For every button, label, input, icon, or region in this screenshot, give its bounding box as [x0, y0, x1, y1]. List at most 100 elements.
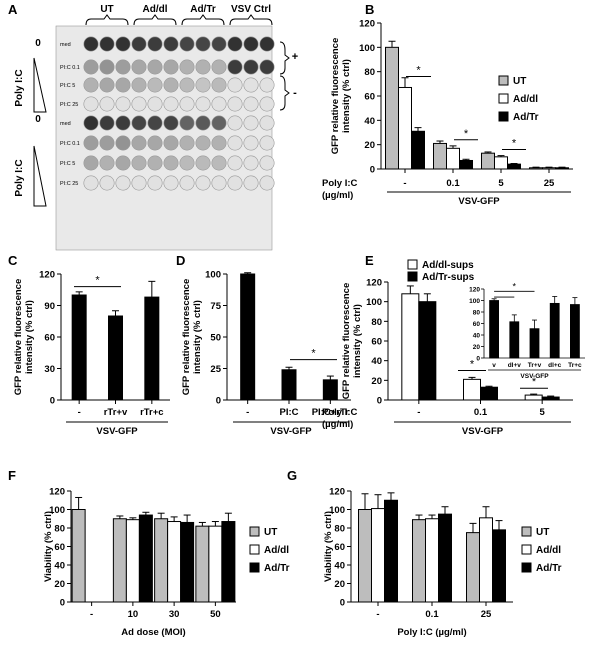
- plate-well: [131, 155, 147, 171]
- plate-row-label: PI:C 0.1: [60, 141, 80, 147]
- plate-well: [243, 135, 259, 151]
- plate-well: [83, 59, 99, 75]
- y-tick-label: 20: [54, 579, 65, 590]
- plate-well: [131, 59, 147, 75]
- plate-row-label: PI:C 0.1: [60, 65, 80, 71]
- zero-label: 0: [35, 38, 41, 49]
- y-tick-label: 80: [364, 67, 375, 78]
- y-tick-label: 80: [371, 317, 382, 328]
- y-axis-label: GFP relative fluorescence: [330, 38, 341, 155]
- bar: [524, 394, 543, 401]
- plate-well: [83, 77, 99, 93]
- bar: [446, 147, 460, 170]
- bar: [112, 518, 127, 603]
- inset-y-tick-label: 40: [473, 333, 481, 340]
- plate-well: [163, 115, 179, 131]
- plate-well: [179, 155, 195, 171]
- legend-label: Ad/Tr: [513, 112, 539, 123]
- legend-swatch: [498, 111, 509, 122]
- y-tick-label: 120: [39, 270, 55, 281]
- bar: [492, 529, 506, 603]
- bar: [466, 532, 480, 603]
- minus-brace: [279, 75, 290, 111]
- y-tick-label: 60: [371, 337, 382, 348]
- x-axis-label: Ad dose (MOI): [121, 627, 185, 638]
- plate-well: [179, 96, 195, 112]
- x-tick-label: 25: [481, 609, 492, 620]
- inset-y-tick-label: 120: [469, 287, 480, 294]
- x-tick-label: 0.1: [425, 609, 439, 620]
- y-tick-label: 120: [329, 487, 345, 498]
- row-label: Poly I:C: [322, 178, 358, 189]
- inset-bar: [509, 321, 520, 359]
- y-axis-label: intensity (% ctrl): [352, 304, 363, 378]
- bar: [541, 396, 560, 401]
- plate-well: [115, 155, 131, 171]
- plate-well: [211, 77, 227, 93]
- plate-well: [243, 155, 259, 171]
- col-group-label: VSV Ctrl: [231, 4, 271, 15]
- y-tick-label: 80: [54, 524, 65, 535]
- bar: [180, 521, 195, 603]
- bar: [481, 152, 495, 170]
- y-tick-label: 40: [364, 116, 375, 127]
- x-tick-label: rTr+c: [140, 407, 164, 418]
- plate-well: [179, 135, 195, 151]
- plate-well: [195, 77, 211, 93]
- plate-well: [163, 135, 179, 151]
- inset-bar: [529, 328, 540, 359]
- plate-well: [131, 96, 147, 112]
- plate-well: [163, 36, 179, 52]
- plate-well: [227, 115, 243, 131]
- x-tick-label: 30: [169, 609, 180, 620]
- y-tick-label: 90: [44, 301, 55, 312]
- col-group-brace: [85, 14, 129, 26]
- y-tick-label: 100: [359, 43, 375, 54]
- bar: [138, 514, 153, 603]
- panel-f: F 0 20 40 60 80 100 120 Viability (% ctrl) - 10 30 5…: [8, 468, 290, 638]
- y-axis-label: GFP relative fluorescence: [13, 279, 24, 396]
- plate-well: [147, 115, 163, 131]
- y-tick-label: 120: [366, 278, 382, 289]
- legend-swatch: [407, 259, 418, 270]
- legend-swatch: [498, 75, 509, 86]
- plate-well: [115, 36, 131, 52]
- plate-well: [163, 59, 179, 75]
- inset-bar: [549, 302, 560, 359]
- plate-well: [179, 175, 195, 191]
- legend-swatch: [249, 544, 260, 555]
- plate-row-label: med: [60, 121, 71, 127]
- bar: [398, 86, 412, 170]
- plate-well: [179, 115, 195, 131]
- plate-well: [83, 96, 99, 112]
- plate-well: [211, 115, 227, 131]
- bar: [401, 293, 420, 401]
- plate-well: [163, 155, 179, 171]
- plate-row-label: PI:C 25: [60, 181, 78, 187]
- plate-well: [163, 175, 179, 191]
- bar: [195, 525, 210, 603]
- x-tick-label: -: [417, 407, 420, 418]
- legend-label: Ad/dl: [536, 545, 561, 556]
- panel-c: C 0 30 60 90 120 GFP relative fluorescence inte…: [8, 253, 170, 437]
- y-tick-label: 120: [359, 19, 375, 30]
- legend-swatch: [249, 526, 260, 537]
- y-tick-label: 60: [54, 542, 65, 553]
- plate-well: [115, 175, 131, 191]
- inset-x-tick-label: Tr+c: [568, 362, 582, 369]
- y-tick-label: 80: [334, 524, 345, 535]
- plate-well: [211, 59, 227, 75]
- plate-well: [259, 115, 275, 131]
- plate-row-label: PI:C 5: [60, 83, 75, 89]
- bar: [555, 167, 569, 170]
- y-tick-label: 20: [371, 376, 382, 387]
- plate-well: [243, 96, 259, 112]
- x-tick-label: -: [78, 407, 81, 418]
- bar: [385, 46, 399, 170]
- bar: [358, 509, 372, 603]
- row-label: (µg/ml): [322, 190, 353, 201]
- plate-well: [243, 59, 259, 75]
- inset-y-tick-label: 100: [469, 298, 480, 305]
- plate-well: [227, 77, 243, 93]
